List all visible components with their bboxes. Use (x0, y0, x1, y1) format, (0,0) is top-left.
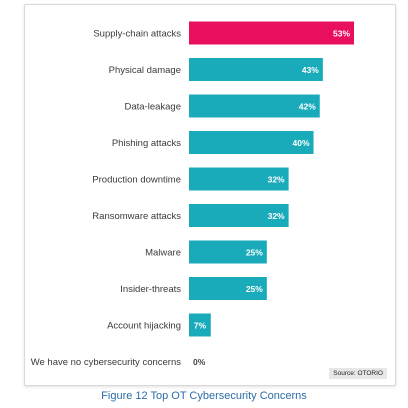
bar (189, 313, 211, 337)
bar-value-label: 25% (246, 284, 263, 294)
bar (189, 131, 314, 154)
bar-value-label: 32% (268, 211, 285, 221)
bar-value-label: 25% (246, 248, 263, 258)
figure-caption: Figure 12 Top OT Cybersecurity Concerns (101, 390, 307, 402)
category-label: Production downtime (92, 175, 181, 186)
bar (189, 58, 323, 81)
bar-value-label: 0% (193, 357, 206, 367)
bar (189, 167, 289, 191)
bar-value-label: 43% (302, 65, 319, 75)
category-label: Supply-chain attacks (93, 29, 181, 40)
bar-value-label: 7% (194, 321, 207, 331)
category-label: Phishing attacks (112, 138, 181, 149)
bar-value-label: 42% (299, 102, 316, 112)
bar (189, 277, 267, 300)
chart-panel: Supply-chain attacks 53% Physical damage 43… (24, 4, 396, 386)
category-label: Malware (145, 248, 181, 259)
category-label: Account hijacking (107, 321, 181, 332)
category-label: Ransomware attacks (92, 211, 181, 222)
bar (189, 240, 267, 264)
category-label: Physical damage (109, 65, 181, 76)
bar (189, 204, 289, 227)
category-label: Data-leakage (124, 102, 181, 113)
category-label: Insider-threats (120, 284, 181, 295)
bar-value-label: 32% (268, 175, 285, 185)
source-label: Source: OTORIO (329, 368, 387, 379)
bar-chart: Supply-chain attacks 53% Physical damage 43… (31, 21, 354, 368)
bar (189, 94, 320, 118)
bar (189, 21, 354, 45)
bar-value-label: 40% (293, 138, 310, 148)
bar-value-label: 53% (333, 29, 350, 39)
category-label: We have no cybersecurity concerns (31, 357, 182, 368)
